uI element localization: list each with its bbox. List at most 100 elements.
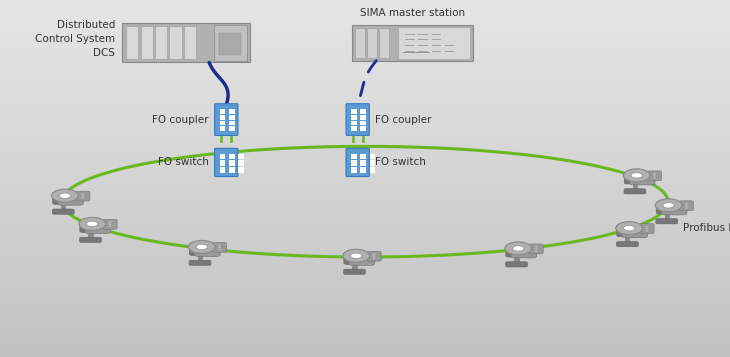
Bar [0,266,730,268]
Bar [0,114,730,116]
Bar [0,293,730,295]
Bar [0,75,730,77]
Bar [0,34,730,36]
Bar [0,73,730,75]
Bar [0,18,730,20]
Bar [220,126,226,131]
Bar [0,12,730,14]
Circle shape [645,226,648,227]
Circle shape [645,228,648,229]
FancyBboxPatch shape [680,201,693,211]
Bar [198,254,202,263]
Bar [0,239,730,241]
Circle shape [82,193,84,195]
FancyBboxPatch shape [346,104,369,135]
Bar [0,157,730,159]
Bar [0,36,730,37]
Bar [0,148,730,150]
Bar [229,109,234,114]
Bar [0,25,730,27]
Bar [366,28,377,58]
Bar [0,198,730,200]
Bar [0,21,730,23]
FancyBboxPatch shape [616,241,638,247]
Bar [0,245,730,246]
Bar [0,111,730,112]
Bar [0,59,730,61]
Bar [0,325,730,327]
Bar [0,143,730,145]
Bar [0,134,730,136]
Bar [369,167,375,172]
FancyBboxPatch shape [58,195,83,205]
Bar [0,177,730,178]
Bar [0,289,730,291]
Bar [0,66,730,68]
Bar [0,278,730,280]
Circle shape [653,177,656,178]
Bar [0,123,730,125]
Bar [0,214,730,216]
Bar [361,115,366,120]
Bar [0,196,730,198]
Bar [0,255,730,257]
FancyBboxPatch shape [629,175,655,185]
Bar [0,155,730,157]
Bar [0,291,730,293]
Bar [0,96,730,98]
Bar [0,307,730,309]
Bar [0,330,730,332]
Bar [351,126,357,131]
Bar [123,23,250,62]
Bar [0,268,730,270]
Bar [0,295,730,296]
FancyBboxPatch shape [212,242,227,252]
Bar [88,231,93,241]
Bar [0,57,730,59]
Bar [0,182,730,184]
Bar [0,309,730,311]
Bar [0,41,730,43]
Bar [169,26,182,59]
FancyBboxPatch shape [656,218,677,224]
Bar [0,303,730,305]
Circle shape [623,169,650,182]
Circle shape [82,195,84,197]
Bar [369,154,375,159]
Bar [0,296,730,298]
Bar [229,121,234,125]
Circle shape [663,202,674,208]
Circle shape [52,189,78,202]
Bar [361,154,366,159]
FancyBboxPatch shape [189,260,211,266]
Text: Distributed
Control System
DCS: Distributed Control System DCS [35,20,115,58]
Bar [215,25,247,60]
FancyBboxPatch shape [367,251,381,261]
Bar [0,54,730,55]
Bar [0,221,730,223]
FancyBboxPatch shape [344,252,358,265]
Bar [351,154,357,159]
Circle shape [645,230,648,231]
Bar [126,26,138,59]
Bar [0,350,730,352]
Bar [0,98,730,100]
Bar [0,77,730,79]
FancyBboxPatch shape [505,262,528,267]
Bar [0,145,730,146]
FancyBboxPatch shape [656,202,669,214]
Bar [0,341,730,343]
Bar [0,346,730,348]
Bar [0,273,730,275]
Bar [0,166,730,168]
Bar [0,203,730,205]
FancyBboxPatch shape [506,245,520,257]
Circle shape [188,240,215,253]
Bar [361,126,366,131]
Bar [0,4,730,5]
Circle shape [534,248,537,250]
FancyBboxPatch shape [661,205,687,215]
Bar [0,336,730,337]
Bar [0,282,730,284]
Bar [0,312,730,314]
